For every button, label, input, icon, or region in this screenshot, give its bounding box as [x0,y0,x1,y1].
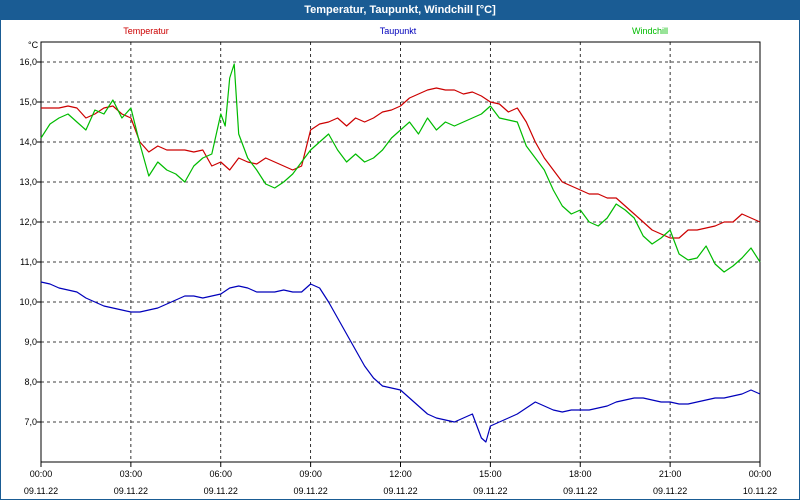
x-tick-date-label: 09.11.22 [653,486,687,496]
y-tick-label: 13,0 [19,177,37,187]
x-tick-date-label: 10.11.22 [743,486,777,496]
x-tick-date-label: 09.11.22 [473,486,507,496]
series-line-temperatur [41,87,761,239]
x-tick-label: 09:00 [299,469,322,479]
y-tick-label: 11,0 [20,257,37,267]
x-tick-label: 03:00 [120,469,143,479]
y-tick-label: 16,0 [19,57,37,67]
window-title: Temperatur, Taupunkt, Windchill [°C] [1,1,799,20]
legend-label-temperatur: Temperatur [123,26,169,36]
y-tick-label: 9,0 [24,337,37,347]
x-tick-label: 06:00 [209,469,232,479]
y-axis-label: °C [28,40,39,50]
x-tick-date-label: 09.11.22 [204,486,238,496]
y-tick-label: 14,0 [19,137,37,147]
y-tick-label: 8,0 [24,377,37,387]
x-tick-label: 00:00 [30,469,53,479]
x-tick-date-label: 09.11.22 [563,486,597,496]
y-tick-label: 12,0 [19,217,37,227]
series-line-taupunkt [40,281,761,443]
x-tick-label: 15:00 [479,469,502,479]
legend-label-taupunkt: Taupunkt [380,26,417,36]
x-tick-label: 12:00 [389,469,412,479]
x-tick-date-label: 09.11.22 [293,486,327,496]
x-tick-date-label: 09.11.22 [383,486,417,496]
x-tick-label: 18:00 [569,469,592,479]
x-tick-label: 00:00 [749,469,772,479]
y-tick-label: 7,0 [24,417,37,427]
x-tick-label: 21:00 [659,469,682,479]
x-tick-date-label: 09.11.22 [114,486,148,496]
y-tick-label: 15,0 [19,97,37,107]
series-line-windchill [40,63,761,273]
y-tick-label: 10,0 [19,297,37,307]
x-tick-date-label: 09.11.22 [24,486,58,496]
legend-label-windchill: Windchill [632,26,668,36]
